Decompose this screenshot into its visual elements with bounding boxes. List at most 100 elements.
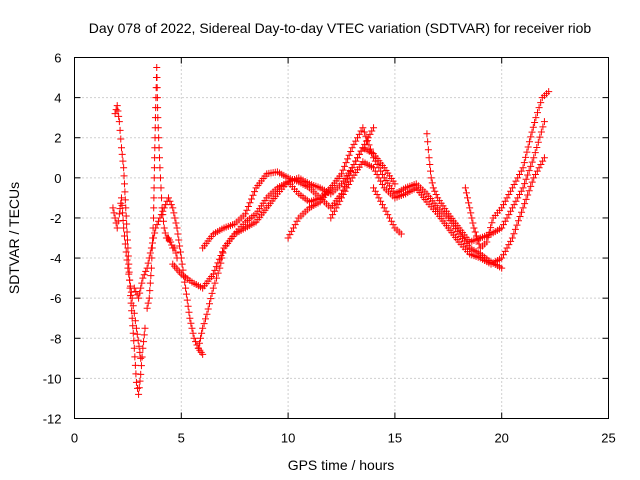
data-point (532, 170, 540, 178)
data-point (431, 187, 439, 195)
data-point (115, 210, 123, 218)
data-point (178, 260, 186, 268)
data-point (137, 284, 145, 292)
data-point (188, 324, 196, 332)
data-point (121, 196, 129, 204)
data-point (243, 206, 251, 214)
data-point (338, 170, 345, 178)
data-point (130, 309, 138, 317)
data-point (142, 267, 150, 275)
data-point (123, 256, 131, 264)
data-point (528, 178, 536, 186)
data-point (522, 153, 530, 161)
data-point (115, 118, 123, 126)
data-point (370, 124, 378, 132)
data-point (144, 299, 152, 307)
data-point (518, 208, 526, 216)
data-point (371, 167, 379, 175)
data-point (533, 167, 541, 175)
data-point (359, 124, 367, 132)
data-point (368, 127, 376, 135)
y-axis-label: SDTVAR / TECUs (6, 182, 22, 294)
data-point (114, 107, 122, 115)
data-point (199, 324, 207, 332)
data-point (153, 94, 161, 102)
data-point (347, 147, 355, 155)
data-point (251, 188, 259, 196)
data-point (148, 239, 156, 247)
data-point (207, 295, 215, 303)
data-point (182, 284, 190, 292)
series-trace-l (461, 88, 553, 252)
data-point (510, 230, 518, 238)
data-point (156, 154, 164, 162)
data-point (487, 224, 495, 232)
data-point (187, 319, 195, 327)
data-point (137, 354, 145, 362)
data-point (120, 180, 128, 188)
data-point (329, 211, 337, 219)
data-point (507, 207, 515, 215)
data-point (136, 289, 144, 297)
data-point (533, 109, 541, 117)
data-point (132, 378, 140, 386)
data-point (472, 232, 480, 240)
data-point (511, 225, 519, 233)
data-point (505, 241, 513, 249)
data-point (336, 197, 344, 205)
data-point (182, 290, 190, 298)
y-tick-label: -12 (43, 412, 62, 427)
data-point (171, 244, 179, 252)
data-point (150, 234, 158, 242)
axis-ticks: 0 5 10 15 20 25 -12 -10 -8 -6 -4 -2 0 2 4 6 (43, 51, 616, 446)
data-point (524, 171, 532, 179)
data-point (540, 118, 548, 126)
data-point (209, 284, 217, 292)
data-point (346, 177, 354, 185)
data-point (110, 209, 118, 217)
data-point (143, 304, 151, 312)
data-point (154, 114, 162, 122)
data-point (375, 174, 383, 182)
data-point (115, 112, 123, 120)
data-point (141, 324, 149, 332)
data-point (514, 194, 522, 202)
data-point (160, 224, 168, 232)
data-point (145, 254, 153, 262)
data-point (533, 143, 541, 151)
data-point (378, 201, 386, 209)
data-point (339, 166, 347, 174)
data-point (427, 174, 435, 182)
data-point (525, 138, 533, 146)
data-point (505, 191, 513, 199)
data-point (114, 217, 122, 225)
data-point (341, 162, 349, 170)
data-point (124, 244, 132, 252)
data-point (217, 259, 225, 267)
data-point (352, 137, 360, 145)
data-point (155, 144, 163, 152)
data-point (137, 362, 145, 370)
data-point (172, 249, 180, 257)
data-point (338, 194, 345, 202)
data-point (125, 270, 133, 278)
data-point (118, 201, 126, 209)
data-point (136, 348, 144, 356)
data-point (123, 236, 131, 244)
data-point (360, 128, 368, 136)
data-point (185, 308, 193, 316)
data-point (145, 294, 153, 302)
data-point (501, 217, 509, 225)
data-point (119, 209, 127, 217)
data-point (499, 201, 507, 209)
data-point (204, 305, 212, 313)
data-point (426, 160, 434, 168)
series-trace-h (284, 124, 506, 272)
data-point (512, 197, 520, 205)
data-point (154, 124, 162, 132)
data-point (474, 236, 482, 244)
data-point (513, 221, 521, 229)
data-point (176, 248, 184, 256)
data-point (354, 154, 362, 162)
data-point (158, 194, 166, 202)
